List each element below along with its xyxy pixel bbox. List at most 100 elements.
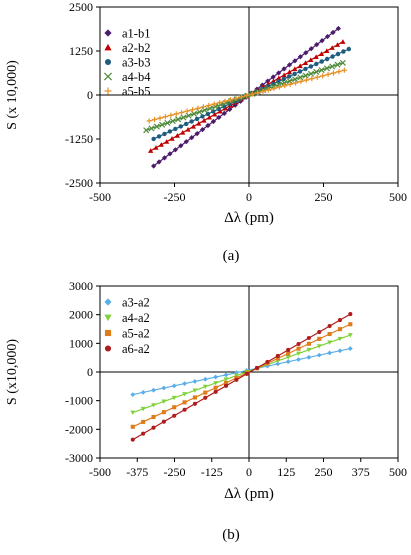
data-point <box>206 102 212 109</box>
data-point <box>202 376 208 382</box>
data-point <box>192 388 198 393</box>
fit-line <box>132 323 351 428</box>
data-point <box>330 70 337 76</box>
data-point <box>319 38 325 44</box>
data-point <box>140 389 146 395</box>
data-point <box>182 392 187 397</box>
data-point <box>324 33 331 40</box>
panel-label: (b) <box>222 527 240 543</box>
data-point <box>339 59 346 66</box>
y-tick-label: 2500 <box>69 0 93 14</box>
data-point <box>222 98 228 104</box>
data-point <box>309 76 315 82</box>
data-point <box>194 116 200 122</box>
data-point <box>306 341 311 346</box>
data-point <box>203 395 208 400</box>
data-point <box>317 329 322 335</box>
data-point <box>316 344 322 349</box>
data-point <box>182 381 187 387</box>
data-point <box>179 109 185 116</box>
data-point <box>292 58 298 64</box>
data-point <box>334 42 341 47</box>
x-axis-label: Δλ (pm) <box>224 486 274 502</box>
data-point <box>146 118 152 124</box>
data-point <box>281 79 288 86</box>
fit-line <box>132 347 351 396</box>
data-point <box>259 82 265 88</box>
data-point <box>281 66 287 72</box>
data-point <box>296 357 301 362</box>
data-point <box>255 365 260 370</box>
data-point <box>346 46 352 52</box>
data-point <box>292 71 297 77</box>
data-point <box>302 72 309 79</box>
data-point <box>156 159 162 165</box>
data-point <box>223 380 229 385</box>
data-point <box>162 131 167 137</box>
data-point <box>148 125 155 132</box>
x-axis-label: Δλ (pm) <box>224 210 274 226</box>
legend-marker <box>104 29 112 37</box>
data-point <box>313 54 319 59</box>
x-tick-label: -375 <box>126 465 148 479</box>
data-point <box>334 61 341 68</box>
data-point <box>216 114 222 121</box>
data-point <box>205 122 211 129</box>
data-point <box>320 73 326 79</box>
chart-panel-2: -500 -375 -250 -125 0 125 250 375 500 -3000 -2000 -… <box>5 279 407 543</box>
data-point <box>308 57 314 63</box>
legend-marker <box>104 58 112 66</box>
data-point <box>233 373 239 379</box>
data-point <box>308 64 314 69</box>
data-point <box>212 111 218 117</box>
x-tick-label: -250 <box>164 465 186 479</box>
data-point <box>130 437 135 442</box>
series-a6-a2 <box>130 312 353 442</box>
data-point <box>173 126 178 132</box>
data-point <box>286 347 291 353</box>
data-point <box>234 377 239 382</box>
data-point <box>330 29 336 36</box>
y-tick-label: 2000 <box>69 308 93 322</box>
x-tick-label: -500 <box>89 465 111 479</box>
x-tick-label: 0 <box>246 465 252 479</box>
data-point <box>348 322 353 327</box>
data-point <box>318 51 325 56</box>
data-point <box>161 419 166 424</box>
data-point <box>306 335 311 341</box>
data-point <box>200 114 205 119</box>
y-tick-label: -1000 <box>65 394 93 408</box>
data-point <box>297 69 303 74</box>
data-point <box>327 340 333 345</box>
data-point <box>175 116 182 123</box>
data-point <box>148 148 154 153</box>
data-point <box>161 155 168 161</box>
data-point <box>182 407 187 412</box>
data-point <box>194 131 200 137</box>
data-point <box>285 355 291 360</box>
data-point <box>172 147 178 153</box>
data-point <box>153 123 160 130</box>
x-tick-label: -250 <box>164 190 186 204</box>
data-point <box>221 104 227 109</box>
data-point <box>161 410 166 415</box>
data-point <box>206 114 212 120</box>
x-tick-label: 500 <box>389 190 407 204</box>
data-point <box>195 105 201 111</box>
data-point <box>329 63 336 70</box>
data-point <box>151 163 157 169</box>
data-point <box>276 75 282 81</box>
data-point <box>174 133 180 138</box>
data-point <box>286 351 291 356</box>
y-tick-label: 0 <box>87 88 93 102</box>
data-point <box>296 346 301 351</box>
data-point <box>286 74 292 79</box>
data-point <box>227 97 234 103</box>
data-point <box>308 46 314 52</box>
data-point <box>223 377 229 382</box>
data-point <box>168 112 174 118</box>
x-tick-label: -500 <box>89 190 111 204</box>
data-point <box>341 67 347 73</box>
